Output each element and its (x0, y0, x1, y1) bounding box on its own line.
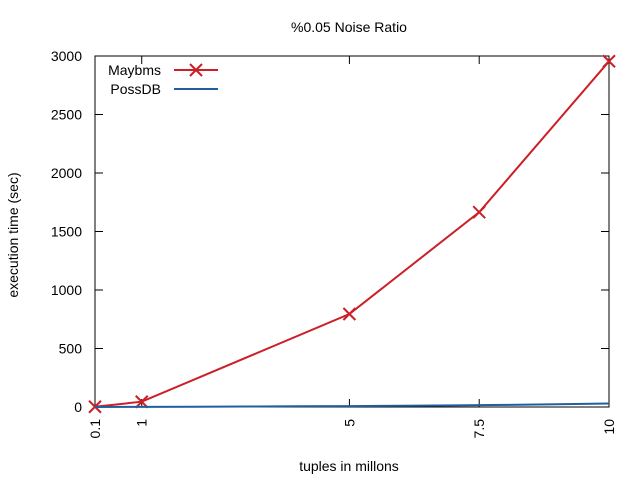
legend-item-maybms: Maybms (108, 62, 218, 78)
y-axis-label: execution time (sec) (5, 172, 21, 297)
y-tick-label: 2500 (51, 107, 82, 123)
series-line-maybms (94, 60, 610, 408)
data-point-maybms (472, 205, 486, 219)
data-point-maybms (135, 395, 149, 409)
plot-frame (94, 55, 610, 408)
y-tick-label: 0 (74, 399, 82, 415)
x-axis-label: tuples in millons (299, 458, 399, 474)
y-tick-label: 2000 (51, 165, 82, 181)
x-tick-label: 5 (341, 419, 357, 427)
x-tick-label: 0.1 (87, 419, 103, 439)
y-tick-label: 500 (59, 341, 83, 357)
series-layer (88, 54, 616, 414)
legend: Maybms PossDB (108, 62, 218, 97)
y-axis: 0 500 1000 1500 2000 2500 3000 (51, 48, 609, 415)
chart-title: %0.05 Noise Ratio (291, 19, 407, 35)
legend-label: PossDB (110, 81, 161, 97)
data-point-maybms (602, 54, 616, 68)
data-point-maybms (342, 307, 357, 321)
legend-label: Maybms (108, 62, 161, 78)
legend-item-possdb: PossDB (110, 81, 218, 97)
x-tick-label: 10 (601, 419, 617, 435)
x-tick-label: 1 (134, 419, 150, 427)
series-line-possdb (94, 402, 610, 408)
x-tick-label: 7.5 (471, 419, 487, 439)
y-tick-label: 1500 (51, 224, 82, 240)
y-tick-label: 1000 (51, 282, 82, 298)
legend-marker (189, 63, 203, 77)
y-tick-label: 3000 (51, 48, 82, 64)
x-axis: 0.1 1 5 7.5 10 (87, 56, 617, 438)
